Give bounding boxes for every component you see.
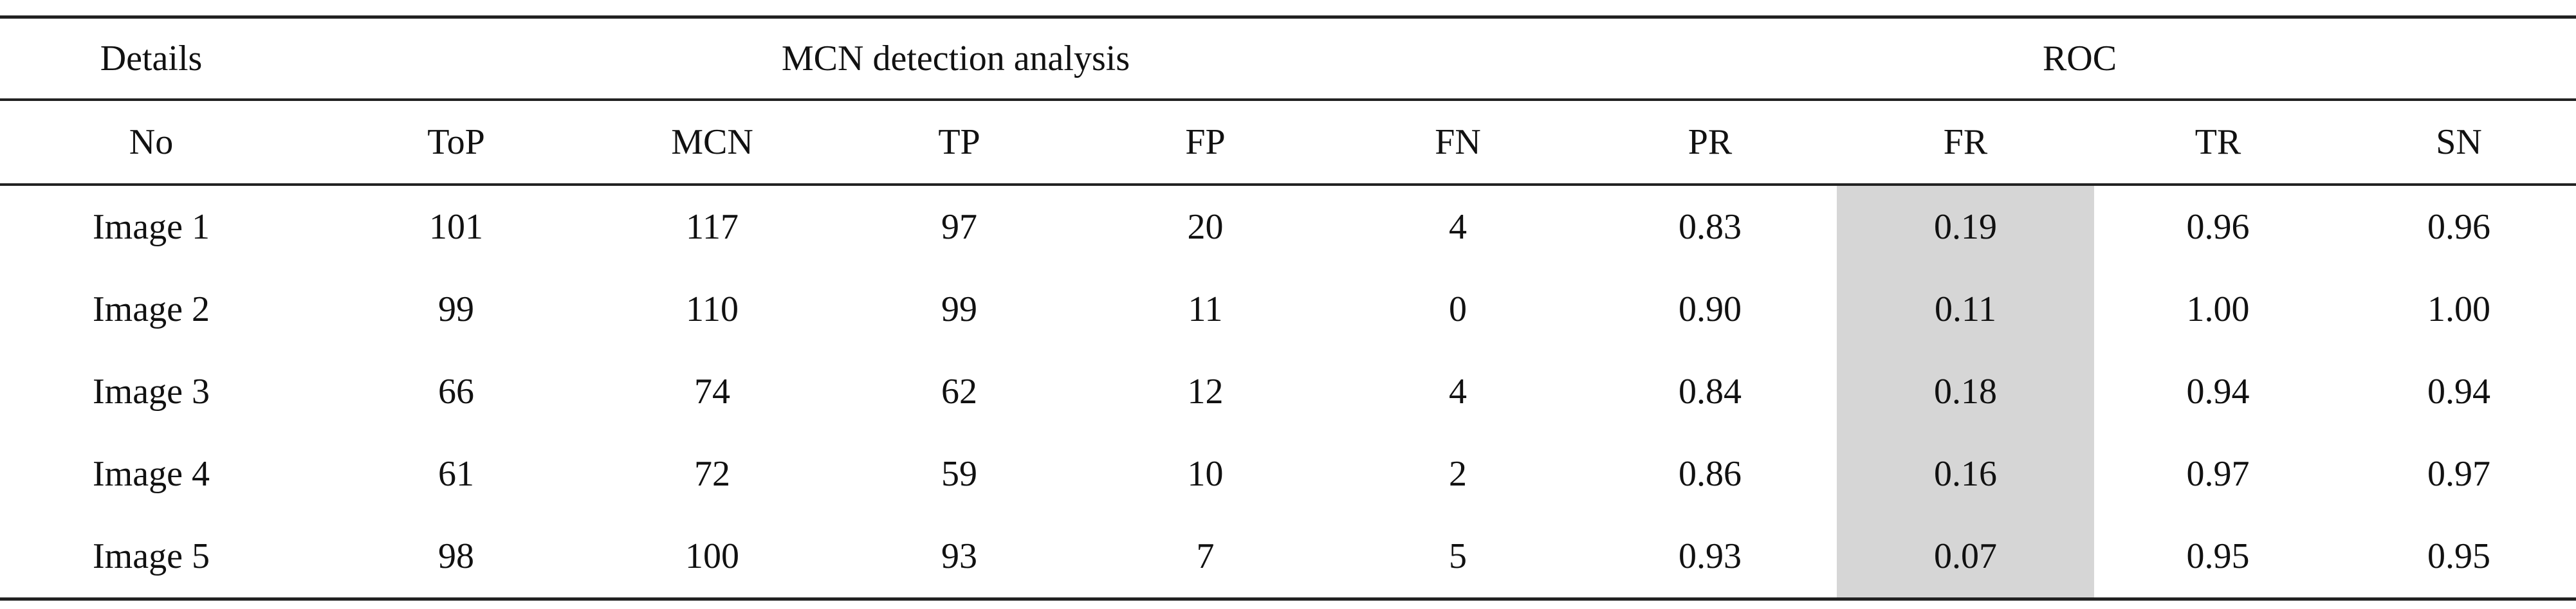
results-table-container: Details MCN detection analysis ROC No To… bbox=[0, 15, 2576, 601]
cell-tp: 97 bbox=[941, 207, 977, 247]
cell-fp: 11 bbox=[1188, 289, 1223, 329]
cell-tr: 1.00 bbox=[2186, 289, 2250, 329]
row-label: Image 2 bbox=[93, 289, 210, 329]
column-header-fp: FP bbox=[1078, 100, 1332, 186]
column-header-pr: PR bbox=[1583, 100, 1837, 186]
group-header-details: Details bbox=[0, 15, 328, 101]
cell-top: 98 bbox=[328, 515, 584, 601]
cell-top: 99 bbox=[438, 289, 474, 329]
cell-tp: 93 bbox=[840, 515, 1078, 601]
cell-mcn: 72 bbox=[694, 454, 730, 494]
group-header-row: Details MCN detection analysis ROC bbox=[0, 15, 2576, 101]
cell-fr: 0.19 bbox=[1837, 185, 2094, 268]
cell-sn: 0.95 bbox=[2342, 515, 2576, 601]
cell-fn: 5 bbox=[1332, 515, 1583, 601]
cell-fr: 0.11 bbox=[1837, 268, 2094, 350]
cell-sn: 0.94 bbox=[2427, 372, 2491, 412]
group-header-mcn-detection: MCN detection analysis bbox=[328, 15, 1583, 101]
cell-tr: 0.97 bbox=[2186, 454, 2250, 494]
cell-mcn: 74 bbox=[694, 372, 730, 412]
cell-pr: 0.93 bbox=[1583, 515, 1837, 601]
cell-tr: 0.94 bbox=[2186, 372, 2250, 412]
cell-top: 101 bbox=[429, 207, 483, 247]
row-label: Image 4 bbox=[93, 454, 210, 494]
column-header-mcn: MCN bbox=[584, 100, 840, 186]
cell-tp: 62 bbox=[941, 372, 977, 412]
column-header-sn: SN bbox=[2342, 100, 2576, 186]
cell-mcn: 117 bbox=[686, 207, 739, 247]
column-header-fr: FR bbox=[1837, 100, 2094, 186]
table-row: Image 1 101 117 97 20 4 0.83 0.19 0.96 0… bbox=[0, 185, 2576, 268]
table-row: Image 5 98 100 93 7 5 0.93 0.07 0.95 0.9… bbox=[0, 515, 2576, 601]
row-label: Image 5 bbox=[0, 515, 328, 601]
column-header-top: ToP bbox=[328, 100, 584, 186]
results-table: Details MCN detection analysis ROC No To… bbox=[0, 15, 2576, 601]
cell-sn: 1.00 bbox=[2427, 289, 2491, 329]
cell-fp: 12 bbox=[1187, 372, 1224, 412]
row-label: Image 3 bbox=[93, 372, 210, 412]
cell-tp: 99 bbox=[941, 289, 977, 329]
cell-pr: 0.84 bbox=[1679, 372, 1742, 412]
cell-top: 66 bbox=[438, 372, 474, 412]
cell-pr: 0.90 bbox=[1679, 289, 1742, 329]
cell-tp: 59 bbox=[941, 454, 977, 494]
table-row: Image 2 99 110 99 11 0 0.90 0.11 1.00 1.… bbox=[0, 268, 2576, 350]
cell-pr: 0.86 bbox=[1679, 454, 1742, 494]
cell-fp: 20 bbox=[1187, 207, 1224, 247]
table-row: Image 4 61 72 59 10 2 0.86 0.16 0.97 0.9… bbox=[0, 433, 2576, 515]
column-header-tr: TR bbox=[2094, 100, 2342, 186]
cell-fn: 4 bbox=[1449, 372, 1467, 412]
table-row: Image 3 66 74 62 12 4 0.84 0.18 0.94 0.9… bbox=[0, 350, 2576, 433]
cell-fn: 2 bbox=[1449, 454, 1467, 494]
group-header-roc: ROC bbox=[1583, 15, 2576, 101]
cell-fp: 10 bbox=[1187, 454, 1224, 494]
cell-fr: 0.18 bbox=[1837, 350, 2094, 433]
cell-pr: 0.83 bbox=[1679, 207, 1742, 247]
cell-fn: 4 bbox=[1449, 207, 1467, 247]
cell-fr: 0.07 bbox=[1837, 515, 2094, 601]
cell-top: 61 bbox=[438, 454, 474, 494]
column-header-fn: FN bbox=[1332, 100, 1583, 186]
column-header-tp: TP bbox=[840, 100, 1078, 186]
cell-tr: 0.95 bbox=[2094, 515, 2342, 601]
cell-fn: 0 bbox=[1449, 289, 1467, 329]
cell-tr: 0.96 bbox=[2186, 207, 2250, 247]
cell-sn: 0.97 bbox=[2427, 454, 2491, 494]
row-label: Image 1 bbox=[93, 207, 210, 247]
column-header-no: No bbox=[0, 100, 328, 186]
cell-sn: 0.96 bbox=[2427, 207, 2491, 247]
cell-mcn: 110 bbox=[686, 289, 739, 329]
cell-fp: 7 bbox=[1078, 515, 1332, 601]
column-header-row: No ToP MCN TP FP FN PR FR TR SN bbox=[0, 100, 2576, 186]
cell-fr: 0.16 bbox=[1837, 433, 2094, 515]
cell-mcn: 100 bbox=[584, 515, 840, 601]
